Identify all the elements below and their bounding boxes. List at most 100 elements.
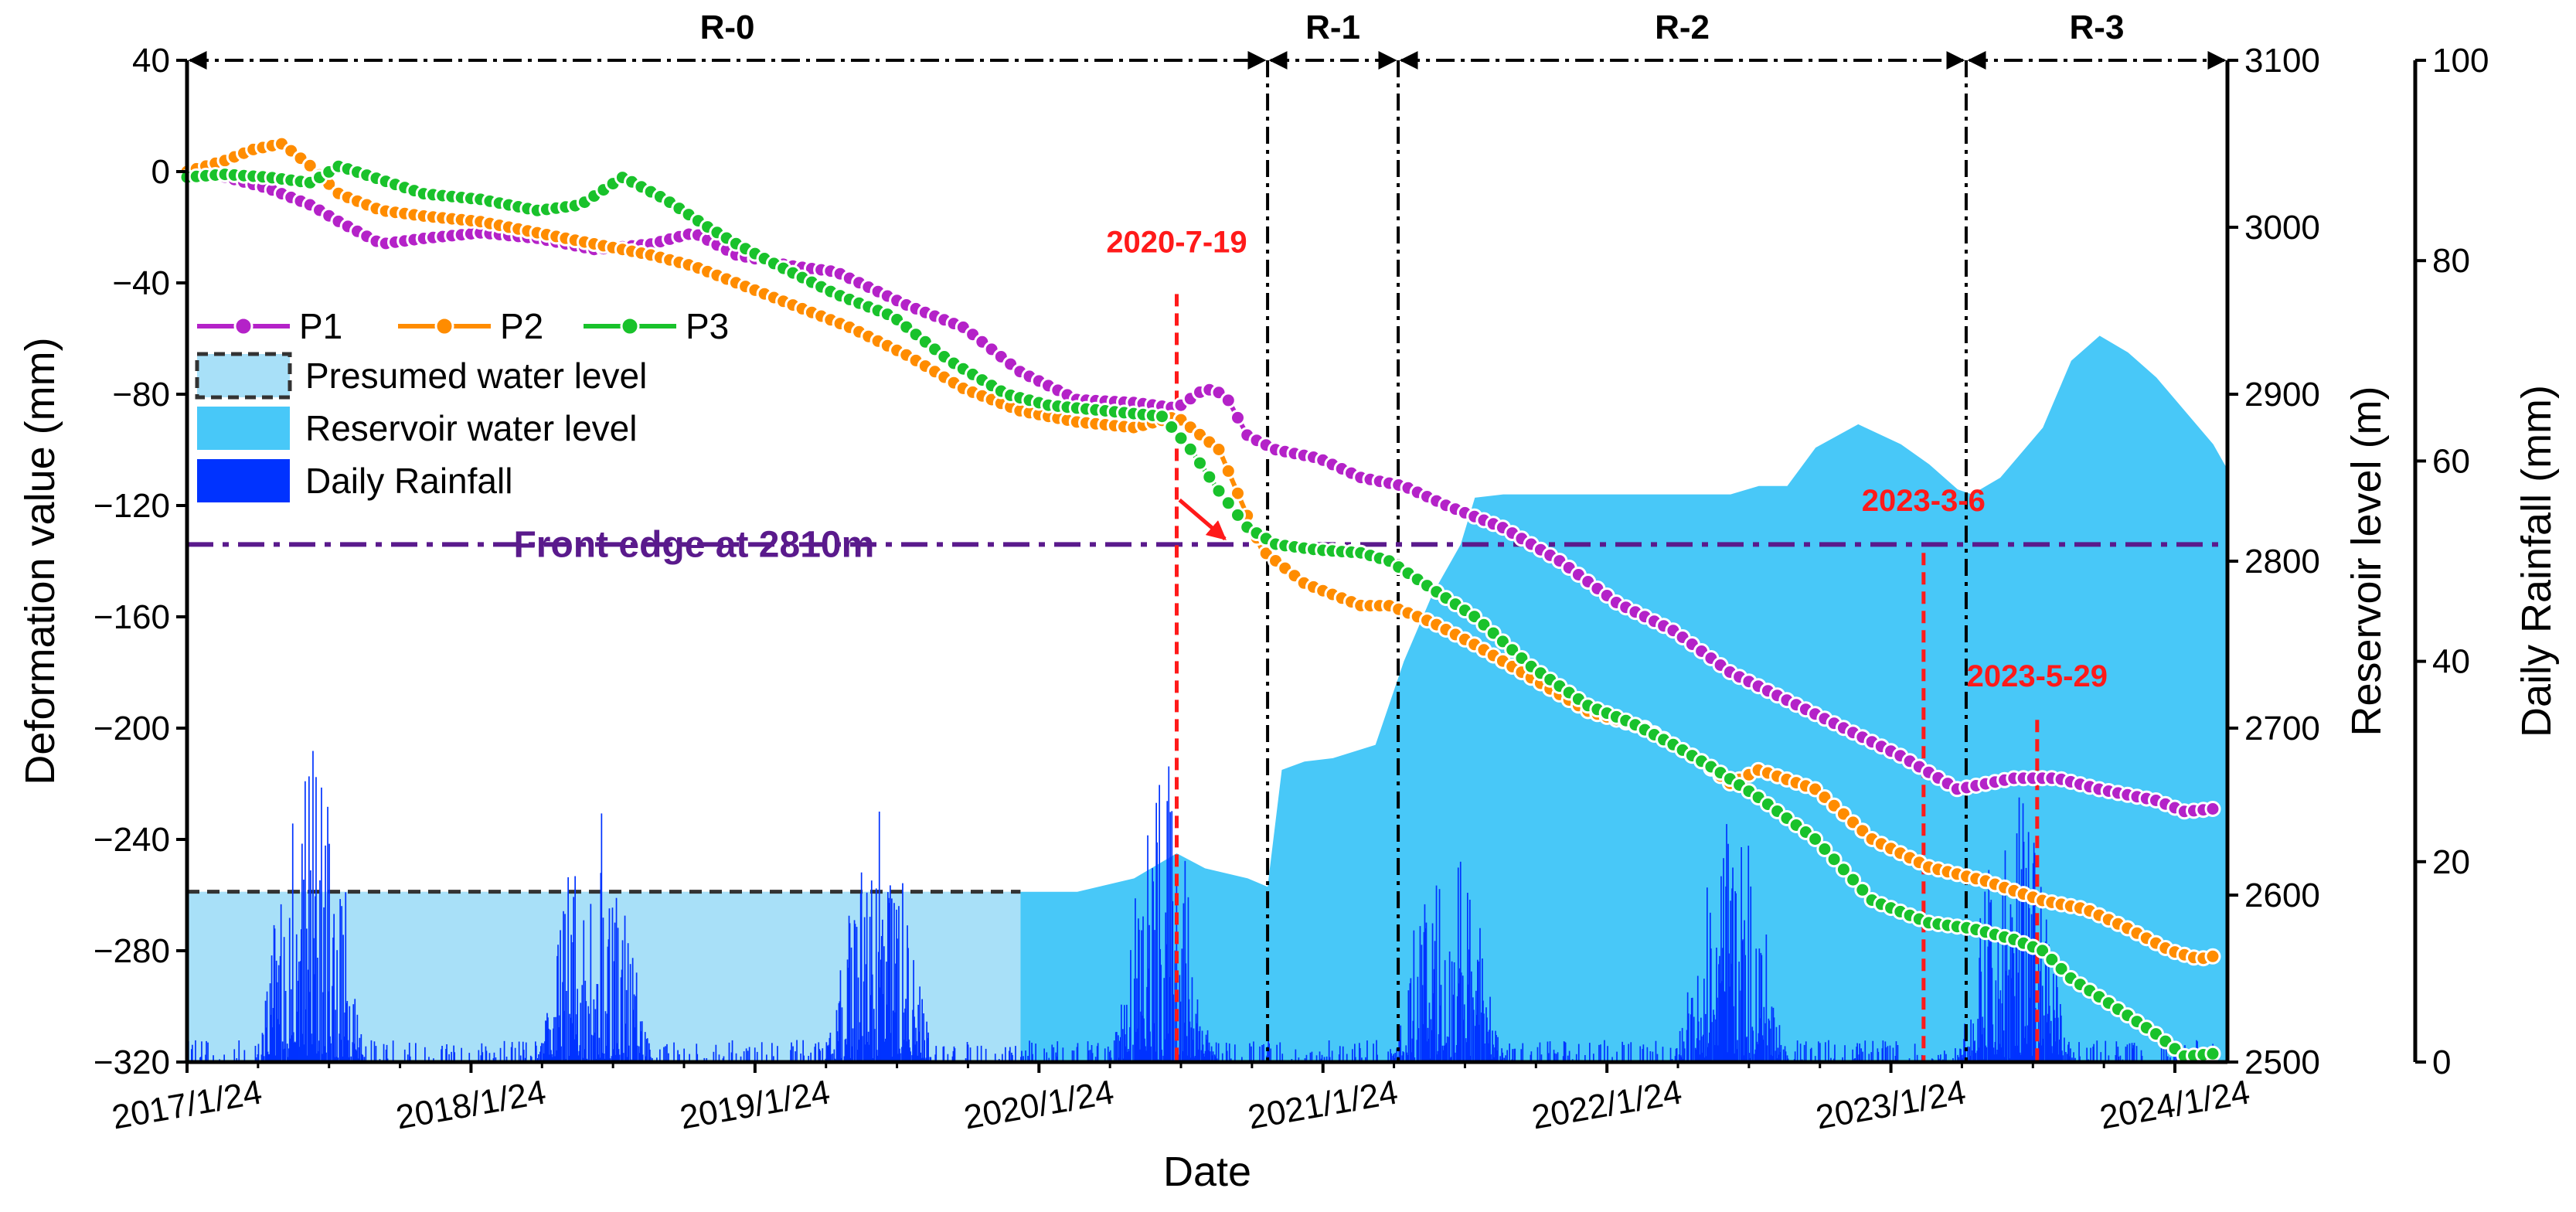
rainfall-bar bbox=[908, 1039, 910, 1062]
rainfall-bar bbox=[890, 1033, 892, 1062]
rainfall-bar bbox=[347, 1040, 349, 1062]
rainfall-bar bbox=[1718, 964, 1720, 1062]
rainfall-bar bbox=[1980, 972, 1982, 1062]
rainfall-bar bbox=[332, 938, 334, 1062]
rainfall-bar bbox=[344, 1012, 345, 1062]
y-tick-label: −120 bbox=[94, 487, 170, 525]
rainfall-bar bbox=[1723, 858, 1724, 1062]
rainfall-bar bbox=[1121, 1004, 1122, 1062]
rainfall-bar bbox=[1135, 1032, 1137, 1062]
rainfall-bar bbox=[322, 992, 324, 1062]
rainfall-bar bbox=[1119, 1040, 1121, 1062]
rainfall-bar bbox=[583, 920, 585, 1062]
rainfall-bar bbox=[1972, 1050, 1973, 1062]
rainfall-bar bbox=[1496, 1050, 1498, 1062]
rainfall-bar bbox=[307, 1055, 308, 1062]
rainfall-bar bbox=[903, 1040, 905, 1062]
rainfall-bar bbox=[1996, 1050, 1999, 1062]
rainfall-bar bbox=[918, 1031, 920, 1062]
rainfall-bar bbox=[1679, 1030, 1681, 1062]
rainfall-bar bbox=[1178, 1054, 1180, 1062]
rainfall-bar bbox=[825, 1042, 828, 1062]
rainfall-bar bbox=[1987, 946, 1989, 1062]
front-edge-label: Front edge at 2810m bbox=[513, 524, 874, 565]
rainfall-bar bbox=[1187, 897, 1189, 1062]
rainfall-bar bbox=[1990, 900, 1992, 1062]
rainfall-bar bbox=[1144, 1038, 1145, 1062]
rainfall-bar bbox=[1662, 1047, 1664, 1062]
rainfall-bar bbox=[2140, 1050, 2142, 1062]
rainfall-bar bbox=[1555, 1054, 1557, 1062]
rainfall-bar bbox=[1496, 1035, 1497, 1062]
rainfall-bar bbox=[1536, 1047, 1539, 1062]
rainfall-bar bbox=[269, 983, 271, 1062]
rainfall-bar bbox=[1728, 953, 1730, 1062]
rainfall-bar bbox=[2054, 1009, 2055, 1062]
rainfall-bar bbox=[919, 986, 920, 1062]
rainfall-bar bbox=[1852, 1049, 1853, 1062]
rainfall-bar bbox=[745, 1048, 747, 1062]
rainfall-bar bbox=[2026, 1043, 2028, 1062]
rainfall-bar bbox=[1482, 958, 1483, 1062]
rainfall-bar bbox=[1735, 893, 1737, 1062]
rainfall-bar bbox=[1982, 1016, 1984, 1062]
rainfall-bar bbox=[952, 1050, 955, 1062]
rainfall-bar bbox=[1449, 1057, 1451, 1062]
rainfall-bar bbox=[1731, 888, 1733, 1062]
rainfall-bar bbox=[1077, 1043, 1079, 1062]
rainfall-bar bbox=[1738, 962, 1740, 1062]
rainfall-bar bbox=[2013, 953, 2015, 1062]
rainfall-bar bbox=[557, 945, 559, 1062]
rainfall-bar bbox=[1818, 1041, 1819, 1062]
rainfall-bar bbox=[314, 974, 315, 1062]
rainfall-bar bbox=[1433, 969, 1435, 1062]
rainfall-bar bbox=[200, 1057, 202, 1062]
rainfall-bar bbox=[880, 959, 882, 1062]
rainfall-bar bbox=[2068, 1041, 2070, 1062]
rainfall-bar bbox=[1193, 1028, 1195, 1062]
rainfall-bar bbox=[1422, 1023, 1424, 1062]
rainfall-bar bbox=[325, 845, 326, 1062]
rainfall-bar bbox=[587, 1006, 590, 1062]
rainfall-bar bbox=[1468, 949, 1470, 1062]
rainfall-bar bbox=[802, 1040, 804, 1062]
rainfall-bar bbox=[1108, 1051, 1111, 1062]
rainfall-bar bbox=[1392, 1055, 1393, 1062]
rainfall-bar bbox=[1428, 1038, 1430, 1062]
rainfall-bar bbox=[383, 1043, 385, 1062]
rainfall-bar bbox=[1858, 1054, 1860, 1062]
rainfall-bar bbox=[1992, 1047, 1995, 1062]
rainfall-bar bbox=[1716, 948, 1717, 1062]
rainfall-bar bbox=[969, 1047, 972, 1062]
legend-marker-p3 bbox=[620, 316, 640, 336]
rainfall-bar bbox=[871, 974, 873, 1062]
rainfall-bar bbox=[1426, 1041, 1428, 1062]
rainfall-bar bbox=[766, 1054, 767, 1062]
rainfall-bar bbox=[1234, 1044, 1236, 1062]
rainfall-bar bbox=[308, 776, 310, 1062]
rainfall-bar bbox=[905, 999, 907, 1062]
rainfall-bar bbox=[1179, 1001, 1182, 1062]
rainfall-bar bbox=[601, 813, 603, 1062]
rainfall-bar bbox=[291, 823, 294, 1062]
rainfall-bar bbox=[1470, 1056, 1472, 1062]
rainfall-bar bbox=[1073, 1050, 1075, 1062]
rainfall-bar bbox=[286, 1043, 288, 1062]
series-point bbox=[1154, 408, 1170, 425]
rainfall-bar bbox=[903, 1012, 904, 1062]
legend-swatch-presumed bbox=[195, 352, 292, 400]
rainfall-bar bbox=[703, 1057, 706, 1062]
rainfall-bar bbox=[915, 1027, 917, 1062]
rainfall-bar bbox=[600, 873, 602, 1062]
rainfall-bar bbox=[572, 942, 573, 1062]
rainfall-bar bbox=[1217, 1043, 1220, 1062]
rainfall-bar bbox=[1186, 1055, 1189, 1062]
rainfall-bar bbox=[335, 1009, 336, 1062]
rainfall-bar bbox=[355, 1049, 357, 1062]
rainfall-bar bbox=[735, 1053, 737, 1062]
rainfall-bar bbox=[1452, 994, 1455, 1062]
rainfall-bar bbox=[1693, 1016, 1695, 1062]
rainfall-bar bbox=[1048, 1057, 1050, 1062]
rainfall-bar bbox=[1361, 1057, 1363, 1062]
rainfall-bar bbox=[1973, 1041, 1975, 1062]
